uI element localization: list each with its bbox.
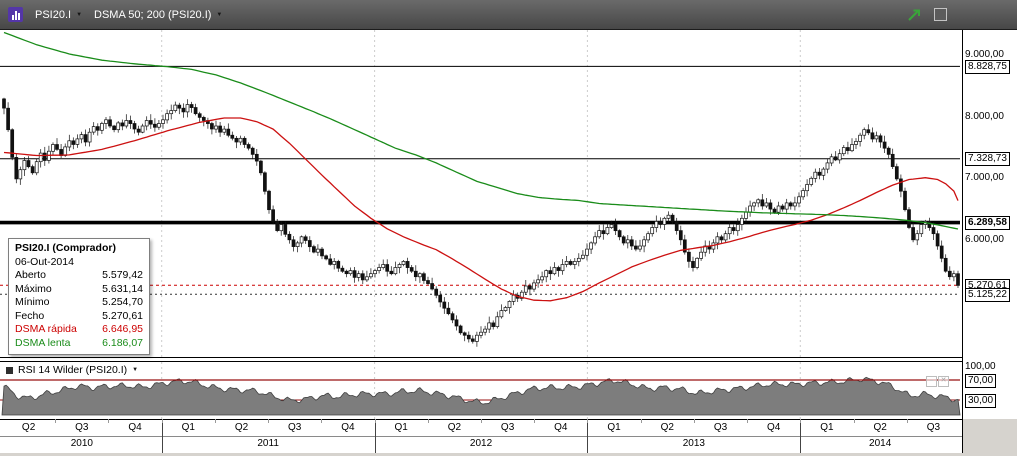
- chevron-down-icon: ▼: [216, 11, 223, 18]
- x-axis-year-label: 2011: [257, 438, 279, 449]
- year-separator: [587, 419, 589, 453]
- x-axis-quarter-label: Q4: [554, 422, 568, 433]
- x-axis-quarter-label: Q3: [500, 422, 515, 433]
- x-axis-quarter-label: Q1: [820, 422, 834, 433]
- quarter-tick: [481, 419, 482, 423]
- price-axis-label: 6.289,58: [965, 216, 1010, 231]
- x-axis-year-label: 2014: [869, 438, 892, 449]
- rsi-label: RSI 14 Wilder (PSI20.I): [18, 364, 128, 376]
- tooltip-dsma-fast-row: DSMA rápida 6.646,95: [15, 323, 143, 335]
- quote-tooltip: PSI20.I (Comprador) 06-Out-2014 Aberto 5.…: [8, 238, 150, 355]
- tooltip-low-row: Mínimo 5.254,70: [15, 296, 143, 308]
- quarter-tick: [587, 419, 589, 423]
- price-axis-border: [962, 30, 963, 453]
- rsi-chart[interactable]: [0, 362, 962, 419]
- symbol-label: PSI20.I: [35, 8, 72, 21]
- dsma-fast-line: [3, 117, 959, 302]
- price-axis-label: 7.000,00: [965, 172, 1004, 185]
- tooltip-high-row: Máximo 5.631,14: [15, 282, 143, 295]
- toolbar: PSI20.I ▼ DSMA 50; 200 (PSI20.I) ▼: [0, 0, 1017, 30]
- year-separator: [161, 419, 163, 453]
- x-axis-quarter-label: Q2: [447, 422, 462, 433]
- axis-corner: [963, 419, 1017, 456]
- quarter-tick: [427, 419, 429, 423]
- price-axis-label: 8.000,00: [965, 110, 1004, 123]
- x-axis-quarter-label: Q1: [607, 422, 621, 433]
- panel-toggle-icon[interactable]: [934, 8, 947, 21]
- quarter-tick: [321, 419, 323, 423]
- dsma-slow-line: [3, 31, 959, 230]
- indicator-selector[interactable]: DSMA 50; 200 (PSI20.I) ▼: [94, 9, 222, 21]
- x-axis-quarter-label: Q4: [767, 422, 781, 433]
- x-axis-quarter-label: Q3: [75, 422, 89, 433]
- x-axis-year-label: 2012: [469, 438, 493, 449]
- price-axis-label: 7.328,73: [965, 152, 1010, 167]
- chevron-down-icon: ▼: [76, 11, 83, 18]
- x-axis-quarter-label: Q3: [713, 422, 728, 433]
- tooltip-open-row: Aberto 5.579,42: [15, 269, 143, 281]
- indicator-bullet-icon: [6, 366, 13, 374]
- tooltip-date: 06-Out-2014: [15, 255, 74, 268]
- x-axis-quarter-label: Q2: [234, 422, 249, 433]
- quarter-tick: [214, 419, 216, 423]
- quarter-tick: [800, 419, 802, 423]
- x-axis-quarter-label: Q4: [128, 422, 142, 433]
- instrument-icon: [8, 7, 23, 22]
- rsi-area: [1, 376, 961, 416]
- x-axis-quarter-label: Q2: [21, 422, 36, 433]
- symbol-selector[interactable]: PSI20.I ▼: [35, 9, 82, 21]
- x-axis-quarter-label: Q4: [341, 422, 355, 433]
- quarter-tick: [640, 419, 642, 423]
- price-axis-label: 9.000,00: [965, 49, 1004, 62]
- quarter-tick: [268, 419, 270, 423]
- rsi-close-icon[interactable]: ✕: [938, 376, 949, 387]
- x-axis-quarter-label: Q2: [873, 422, 887, 433]
- panel-separator: [0, 357, 962, 362]
- trend-arrow-icon[interactable]: [906, 7, 922, 23]
- quarter-tick: [161, 419, 163, 423]
- rsi-axis-label: 30,00: [965, 393, 997, 408]
- chevron-down-icon: ▼: [132, 367, 139, 373]
- quarter-tick: [55, 419, 57, 423]
- x-axis-quarter-label: Q3: [926, 422, 941, 433]
- quarter-tick: [693, 419, 695, 423]
- quarter-tick: [747, 419, 749, 423]
- quarter-tick: [853, 419, 855, 423]
- price-chart[interactable]: [0, 30, 962, 358]
- quarter-tick: [374, 419, 376, 423]
- time-axis[interactable]: Q2 Q3 Q4 Q1 Q2 Q3 Q4 Q1 Q2 Q3 Q4 Q1 Q2 Q3 Q4 Q1 Q2 Q3 2010…: [0, 419, 962, 453]
- candlestick-series: [2, 97, 960, 347]
- rsi-axis-label: 100,00: [965, 361, 996, 373]
- rsi-collapse-icon[interactable]: –: [926, 376, 937, 387]
- x-axis-quarter-label: Q1: [394, 422, 408, 433]
- x-axis-year-label: 2013: [682, 438, 705, 449]
- price-axis-label: 6.000,00: [965, 234, 1004, 246]
- year-separator: [800, 419, 802, 453]
- tooltip-dsma-slow-row: DSMA lenta 6.186,07: [15, 336, 143, 349]
- price-axis-label: 5.125,22: [965, 287, 1010, 302]
- price-axis-label: 8.828,75: [965, 59, 1010, 74]
- rsi-header[interactable]: RSI 14 Wilder (PSI20.I) ▼: [6, 364, 138, 376]
- quarter-tick: [534, 419, 536, 423]
- indicator-label: DSMA 50; 200 (PSI20.I): [94, 8, 212, 21]
- rsi-axis-label: 70,00: [965, 373, 997, 388]
- quarter-tick: [108, 419, 110, 423]
- x-axis-year-label: 2010: [70, 438, 93, 449]
- scrollbar-strip[interactable]: [0, 453, 1017, 456]
- x-axis-quarter-label: Q2: [660, 422, 674, 433]
- tooltip-title: PSI20.I (Comprador): [15, 242, 116, 254]
- tooltip-close-row: Fecho 5.270,61: [15, 309, 143, 322]
- x-axis-quarter-label: Q3: [288, 422, 302, 433]
- x-axis-quarter-label: Q1: [181, 422, 195, 433]
- year-separator: [374, 419, 376, 453]
- axis-line: [0, 436, 962, 437]
- quarter-tick: [906, 419, 908, 423]
